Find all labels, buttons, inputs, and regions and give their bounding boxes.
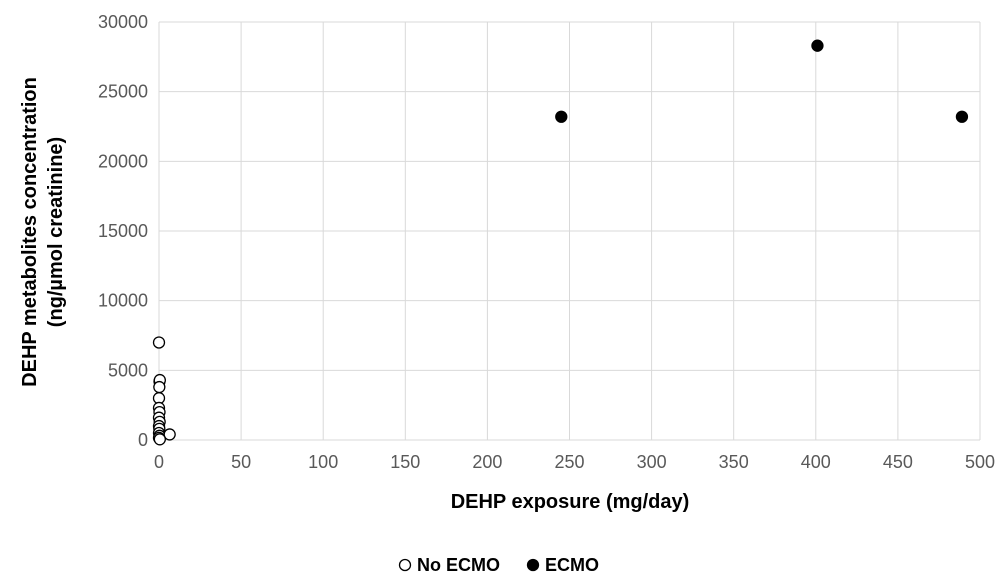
x-axis-title: DEHP exposure (mg/day) xyxy=(451,491,690,513)
y-tick-label: 0 xyxy=(138,430,148,450)
y-axis-title-line-1: DEHP metabolites concentration xyxy=(19,77,41,387)
data-point-no-ecmo xyxy=(152,336,166,349)
data-point-ecmo xyxy=(811,39,824,52)
y-tick-label: 25000 xyxy=(98,82,148,102)
y-tick-label: 30000 xyxy=(98,12,148,32)
gridlines xyxy=(158,21,981,441)
y-axis-title-line-2: (ng/µmol creatinine) xyxy=(45,137,67,327)
y-tick-label: 15000 xyxy=(98,221,148,241)
tick-labels: 0 5000 10000 15000 20000 25000 30000 0 50 100 150 2… xyxy=(98,12,995,472)
x-tick-label: 400 xyxy=(801,452,831,472)
data-point-no-ecmo xyxy=(153,380,166,394)
legend-label-ecmo: ECMO xyxy=(545,555,599,575)
legend-marker-ecmo xyxy=(526,558,540,572)
data-point-ecmo xyxy=(555,110,568,123)
x-tick-label: 150 xyxy=(390,452,420,472)
legend: No ECMO ECMO xyxy=(398,555,599,575)
x-tick-label: 0 xyxy=(154,452,164,472)
y-tick-label: 20000 xyxy=(98,151,148,171)
data-point-no-ecmo xyxy=(163,428,176,441)
y-tick-label: 5000 xyxy=(108,360,148,380)
data-point-no-ecmo xyxy=(153,433,166,446)
legend-marker-no-ecmo xyxy=(398,558,412,572)
x-tick-label: 250 xyxy=(554,452,584,472)
x-tick-label: 450 xyxy=(883,452,913,472)
legend-label-no-ecmo: No ECMO xyxy=(417,555,500,575)
y-tick-label: 10000 xyxy=(98,291,148,311)
x-tick-label: 50 xyxy=(231,452,251,472)
x-tick-label: 100 xyxy=(308,452,338,472)
x-tick-label: 300 xyxy=(637,452,667,472)
x-tick-label: 200 xyxy=(472,452,502,472)
data-points xyxy=(152,39,969,446)
data-point-ecmo xyxy=(955,110,969,123)
y-axis-title: DEHP metabolites concentration (ng/µmol … xyxy=(19,77,67,387)
x-tick-label: 500 xyxy=(965,452,995,472)
x-tick-label: 350 xyxy=(719,452,749,472)
